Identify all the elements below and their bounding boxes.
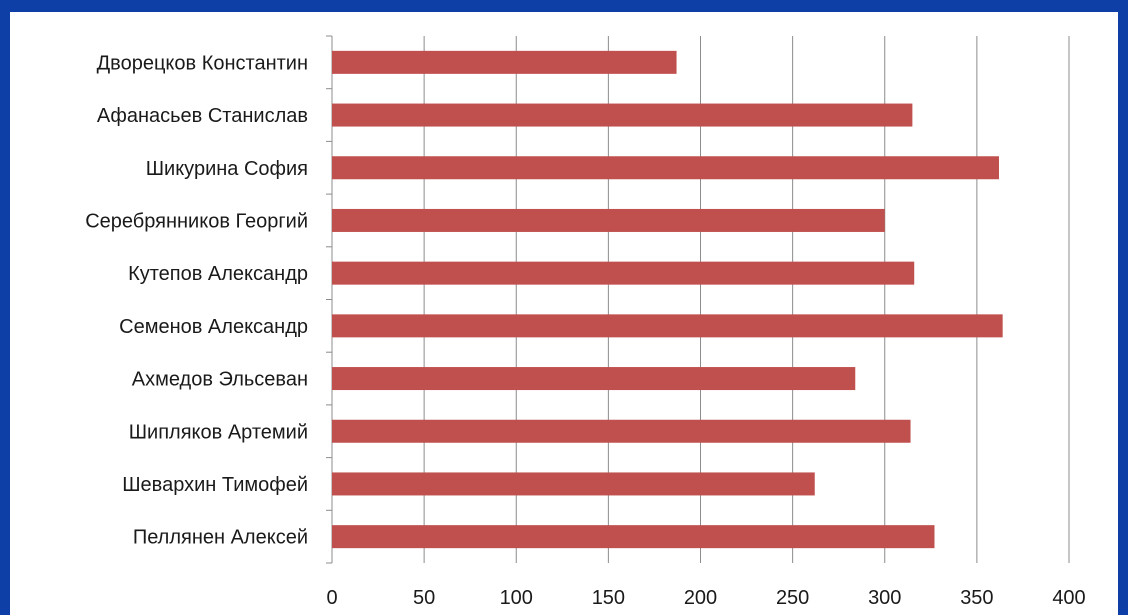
bar-10 xyxy=(332,525,935,549)
bar-5 xyxy=(332,261,915,285)
x-tick-label: 400 xyxy=(1052,587,1085,609)
category-label: Шевархин Тимофей xyxy=(122,474,308,496)
x-tick-label: 200 xyxy=(684,587,717,609)
category-label: Пеллянен Алексей xyxy=(133,527,308,549)
category-label: Ахмедов Эльсеван xyxy=(132,369,308,391)
category-label: Серебрянников Георгий xyxy=(85,210,308,232)
x-tick-label: 350 xyxy=(960,587,993,609)
bar-9 xyxy=(332,472,815,496)
bar-4 xyxy=(332,208,885,232)
x-tick-label: 250 xyxy=(776,587,809,609)
bar-1 xyxy=(332,50,677,74)
x-tick-label: 300 xyxy=(868,587,901,609)
category-label: Семенов Александр xyxy=(119,316,308,338)
category-label: Кутепов Александр xyxy=(128,263,308,285)
bar-2 xyxy=(332,103,913,127)
x-tick-label: 50 xyxy=(413,587,435,609)
category-label: Шикурина София xyxy=(146,158,308,180)
x-tick-label: 150 xyxy=(592,587,625,609)
bar-7 xyxy=(332,367,856,391)
bar-3 xyxy=(332,156,999,180)
x-tick-label: 0 xyxy=(326,587,337,609)
bar-6 xyxy=(332,314,1003,338)
x-tick-label: 100 xyxy=(500,587,533,609)
bar-8 xyxy=(332,419,911,443)
category-label: Афанасьев Станислав xyxy=(97,105,308,127)
category-label: Шипляков Артемий xyxy=(129,421,308,443)
category-label: Дворецков Константин xyxy=(97,52,308,74)
